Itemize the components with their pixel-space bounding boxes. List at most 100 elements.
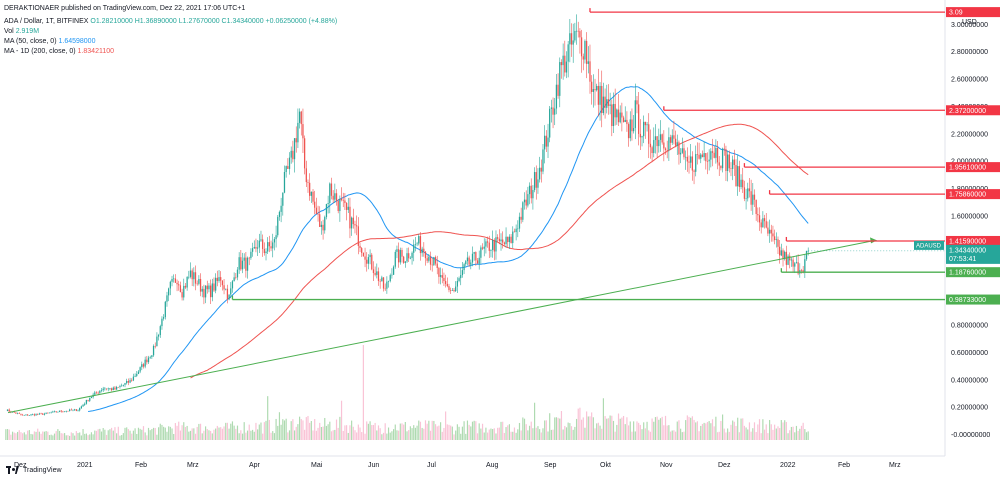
volume-bar	[245, 432, 247, 440]
candle-body	[433, 257, 435, 266]
candle-body	[191, 270, 193, 280]
candle-body	[510, 236, 512, 244]
volume-bar	[134, 428, 136, 440]
volume-bar	[737, 417, 739, 440]
volume-bar	[763, 429, 766, 440]
candle-body	[740, 179, 742, 187]
candle-body	[458, 278, 460, 281]
volume-bar	[275, 418, 277, 440]
candle-body	[16, 413, 19, 414]
candle-body	[438, 267, 440, 277]
volume-bar	[582, 417, 584, 440]
volume-bar	[639, 424, 641, 440]
candle-body	[535, 172, 537, 188]
candle-body	[310, 191, 312, 196]
candle-body	[231, 281, 234, 289]
volume-bar	[411, 428, 413, 440]
volume-bar	[450, 425, 452, 440]
volume-bar	[678, 420, 680, 440]
volume-bar	[507, 425, 509, 440]
candle-body	[340, 198, 343, 201]
candle-body	[782, 250, 784, 259]
candle-body	[307, 182, 309, 183]
candle-body	[468, 257, 470, 265]
candle-body	[142, 364, 145, 367]
candle-body	[53, 411, 56, 412]
volume-bar	[510, 431, 512, 440]
symbol-name[interactable]: ADA / Dollar, 1T, BITFINEX	[4, 18, 89, 25]
volume-bar	[617, 413, 620, 440]
candle-body	[664, 148, 667, 151]
candle-body	[505, 236, 507, 245]
tradingview-brand[interactable]: TradingView	[23, 466, 62, 474]
volume-bar	[221, 428, 223, 440]
volume-bar	[319, 422, 321, 440]
volume-label[interactable]: Vol	[4, 28, 14, 35]
ma50-label[interactable]: MA (50, close, 0)	[4, 38, 57, 45]
ma200-label[interactable]: MA - 1D (200, close, 0)	[4, 48, 76, 55]
volume-bar	[795, 425, 798, 440]
volume-bar	[359, 427, 361, 440]
candle-body	[270, 246, 272, 249]
x-tick-label: Aug	[486, 462, 499, 469]
volume-bar	[112, 430, 114, 440]
candle-body	[324, 217, 326, 231]
candle-body	[164, 301, 166, 318]
candle-body	[392, 266, 395, 275]
candle-body	[424, 251, 427, 259]
candle-body	[376, 271, 378, 275]
volume-bar	[641, 429, 643, 440]
volume-bar	[379, 428, 381, 440]
volume-bar	[653, 421, 655, 440]
volume-bar	[604, 416, 606, 440]
candle-body	[416, 243, 418, 245]
volume-bar	[262, 433, 264, 440]
volume-bar	[473, 420, 475, 440]
candle-body	[213, 283, 215, 291]
candle-body	[337, 200, 339, 212]
volume-bar	[441, 431, 443, 440]
candle-body	[300, 111, 302, 125]
volume-bar	[648, 430, 650, 440]
candle-body	[545, 135, 547, 147]
candle-body	[413, 244, 415, 253]
volume-bar	[211, 433, 213, 440]
candle-body	[386, 281, 388, 289]
candle-body	[330, 183, 333, 196]
resistance-1-415-tag-label: 1.41590000	[949, 238, 986, 245]
candle-body	[770, 229, 772, 234]
candle-body	[206, 285, 208, 290]
candle-body	[486, 241, 489, 243]
volume-bar	[616, 424, 618, 440]
candle-body	[399, 250, 401, 263]
candle-body	[609, 104, 611, 106]
volume-bar	[708, 421, 710, 440]
candle-body	[33, 414, 36, 416]
candle-body	[654, 136, 657, 141]
volume-bar	[248, 424, 250, 440]
candle-body	[384, 288, 386, 290]
volume-bar	[62, 433, 64, 440]
volume-bar	[387, 427, 390, 440]
candle-body	[530, 185, 532, 199]
candle-body	[169, 281, 171, 289]
volume-bar	[626, 417, 628, 440]
candle-body	[60, 410, 62, 412]
candle-body	[218, 277, 220, 281]
candle-body	[580, 37, 583, 57]
volume-bar	[513, 427, 516, 440]
candle-body	[245, 257, 247, 271]
candle-body	[676, 142, 678, 146]
volume-bar	[807, 431, 809, 440]
volume-bar	[287, 432, 289, 440]
candle-body	[711, 151, 714, 153]
y-tick-label: 1.60000000	[951, 213, 988, 220]
candle-body	[773, 236, 776, 241]
candle-body	[805, 250, 808, 260]
candle-body	[364, 256, 366, 260]
candle-body	[550, 107, 553, 109]
candle-body	[372, 269, 375, 274]
volume-bar	[688, 416, 690, 440]
